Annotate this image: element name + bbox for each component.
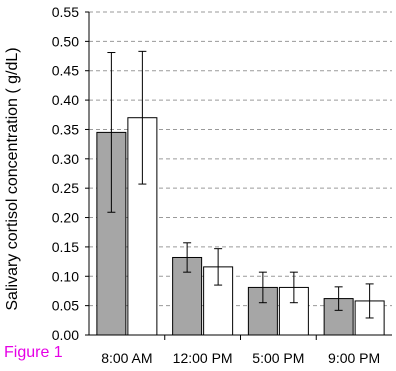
y-tick-label: 0.55 bbox=[52, 4, 79, 20]
y-tick-label: 0.40 bbox=[52, 92, 79, 108]
y-tick-label: 0.45 bbox=[52, 63, 79, 79]
x-tick-label: 8:00 AM bbox=[101, 350, 152, 366]
y-tick-label: 0.05 bbox=[52, 298, 79, 314]
axes bbox=[85, 11, 392, 340]
y-tick-label: 0.15 bbox=[52, 239, 79, 255]
y-tick-label: 0.25 bbox=[52, 180, 79, 196]
y-tick-label: 0.20 bbox=[52, 210, 79, 226]
y-tick-label: 0.00 bbox=[52, 327, 79, 343]
y-tick-label: 0.30 bbox=[52, 151, 79, 167]
y-tick-label: 0.50 bbox=[52, 33, 79, 49]
x-tick-labels: 8:00 AM 12:00 PM 5:00 PM 9:00 PM bbox=[101, 350, 380, 366]
y-tick-labels: 0.00 0.05 0.10 0.15 0.20 0.25 0.30 0.35 0.40 0.45… bbox=[52, 4, 79, 343]
x-tick-label: 12:00 PM bbox=[173, 350, 233, 366]
x-tick-label: 9:00 PM bbox=[328, 350, 380, 366]
y-tick-label: 0.10 bbox=[52, 268, 79, 284]
y-axis-label: Salivary cortisol concentration ( g/dL) bbox=[4, 47, 21, 310]
bars bbox=[96, 50, 385, 336]
figure-label: Figure 1 bbox=[4, 344, 63, 361]
y-tick-label: 0.35 bbox=[52, 121, 79, 137]
x-tick-label: 5:00 PM bbox=[252, 350, 304, 366]
